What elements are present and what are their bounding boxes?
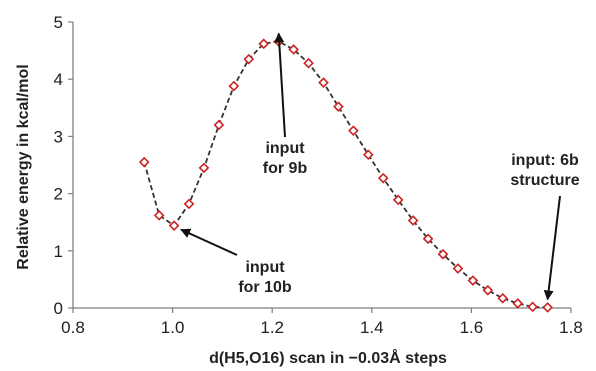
tick-labels: 0 1 2 3 4 5 0.8 1.0 1.2 1.4 1.6 1.8 bbox=[54, 13, 583, 337]
data-point bbox=[407, 215, 419, 226]
annotation-text: input: 6b bbox=[511, 152, 579, 169]
annotation-arrow bbox=[180, 228, 238, 256]
annotations: input for 9b input for 10b input: 6b structur… bbox=[180, 32, 580, 301]
data-point bbox=[303, 57, 314, 69]
data-point bbox=[362, 149, 374, 161]
x-tick-label: 1.4 bbox=[360, 318, 384, 337]
data-point bbox=[333, 101, 344, 112]
data-point bbox=[497, 292, 509, 304]
y-tick-label: 3 bbox=[54, 127, 63, 146]
annotation-arrow bbox=[274, 32, 286, 138]
data-point bbox=[512, 298, 524, 309]
x-tick-label: 1.6 bbox=[460, 318, 484, 337]
annotation-text: input bbox=[265, 140, 305, 157]
annotation-text: input bbox=[245, 259, 285, 276]
data-point bbox=[527, 301, 538, 313]
x-tick-label: 1.8 bbox=[559, 318, 583, 337]
data-point bbox=[392, 194, 404, 206]
data-series bbox=[138, 36, 553, 313]
data-point bbox=[168, 220, 180, 231]
data-point bbox=[377, 172, 389, 184]
x-tick-label: 1.2 bbox=[260, 318, 284, 337]
data-point bbox=[153, 210, 165, 221]
data-point bbox=[243, 53, 255, 65]
data-point bbox=[542, 302, 553, 313]
y-tick-label: 1 bbox=[54, 242, 63, 261]
data-point bbox=[348, 125, 359, 137]
y-tick-label: 4 bbox=[54, 70, 63, 89]
y-tick-label: 0 bbox=[54, 299, 63, 318]
annotation-text: for 9b bbox=[263, 160, 308, 177]
annotation-text: structure bbox=[510, 172, 579, 189]
data-point bbox=[228, 80, 240, 92]
y-tick-label: 2 bbox=[54, 185, 63, 204]
data-point bbox=[258, 38, 270, 50]
data-point bbox=[318, 77, 329, 88]
data-point bbox=[422, 233, 434, 245]
x-axis-title: d(H5,O16) scan in −0.03Å steps bbox=[209, 348, 447, 367]
data-point bbox=[138, 156, 150, 168]
data-point bbox=[213, 119, 225, 131]
data-point bbox=[467, 275, 479, 286]
data-point bbox=[437, 248, 449, 260]
y-tick-label: 5 bbox=[54, 13, 63, 32]
data-point bbox=[452, 263, 464, 274]
annotation-arrow bbox=[543, 195, 561, 301]
data-point bbox=[482, 284, 494, 296]
axes bbox=[68, 21, 572, 313]
x-tick-label: 0.8 bbox=[61, 318, 85, 337]
series-line bbox=[143, 40, 548, 309]
data-point bbox=[288, 44, 299, 55]
y-axis-title: Relative energy in kcal/mol bbox=[15, 64, 32, 269]
data-point bbox=[183, 198, 195, 210]
x-tick-label: 1.0 bbox=[161, 318, 185, 337]
data-point bbox=[198, 162, 210, 174]
annotation-text: for 10b bbox=[238, 279, 292, 296]
